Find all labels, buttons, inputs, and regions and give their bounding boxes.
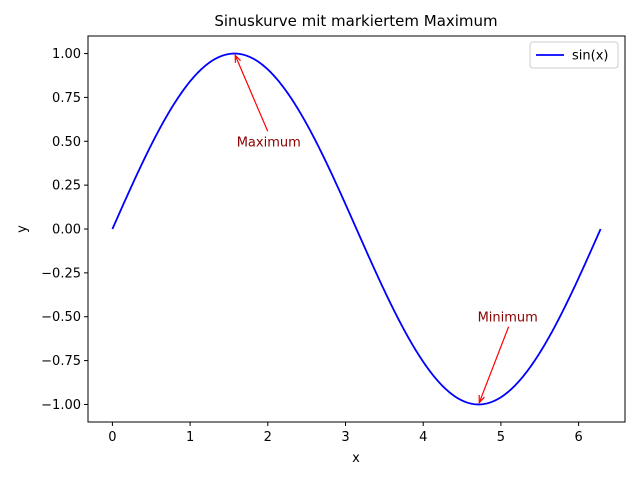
series-line-0 <box>111 52 602 406</box>
y-tick-label: 0.00 <box>52 223 81 238</box>
x-tick-label: 0 <box>108 430 116 445</box>
x-tick-label: 4 <box>419 430 427 445</box>
chart-title: Sinuskurve mit markiertem Maximum <box>214 12 497 30</box>
annotation-arrow <box>478 326 510 403</box>
x-tick-label: 2 <box>264 430 272 445</box>
legend-box <box>529 41 619 69</box>
x-tick-label: 5 <box>497 430 505 445</box>
y-tick-label: −0.75 <box>41 354 81 369</box>
y-axis-label: y <box>15 225 30 233</box>
x-tick-label: 3 <box>341 430 349 445</box>
y-tick-label: −0.50 <box>41 310 81 325</box>
annotation-arrowhead <box>234 53 241 63</box>
x-axis-label: x <box>352 451 360 466</box>
y-tick-label: 1.00 <box>52 47 81 62</box>
legend-entry-label: sin(x) <box>572 49 608 64</box>
annotation-arrow <box>234 55 269 132</box>
legend: sin(x) <box>529 41 619 69</box>
y-tick-label: 0.50 <box>52 135 81 150</box>
x-tick-label: 1 <box>186 430 194 445</box>
y-tick-label: −0.25 <box>41 266 81 281</box>
y-tick-label: 0.25 <box>52 179 81 194</box>
annotation-arrowhead <box>478 395 485 405</box>
annotation-label-minimum: Minimum <box>478 311 538 326</box>
x-tick-label: 6 <box>574 430 582 445</box>
y-tick-label: 0.75 <box>52 91 81 106</box>
y-tick-label: −1.00 <box>41 398 81 413</box>
annotation-label-maximum: Maximum <box>237 135 301 150</box>
